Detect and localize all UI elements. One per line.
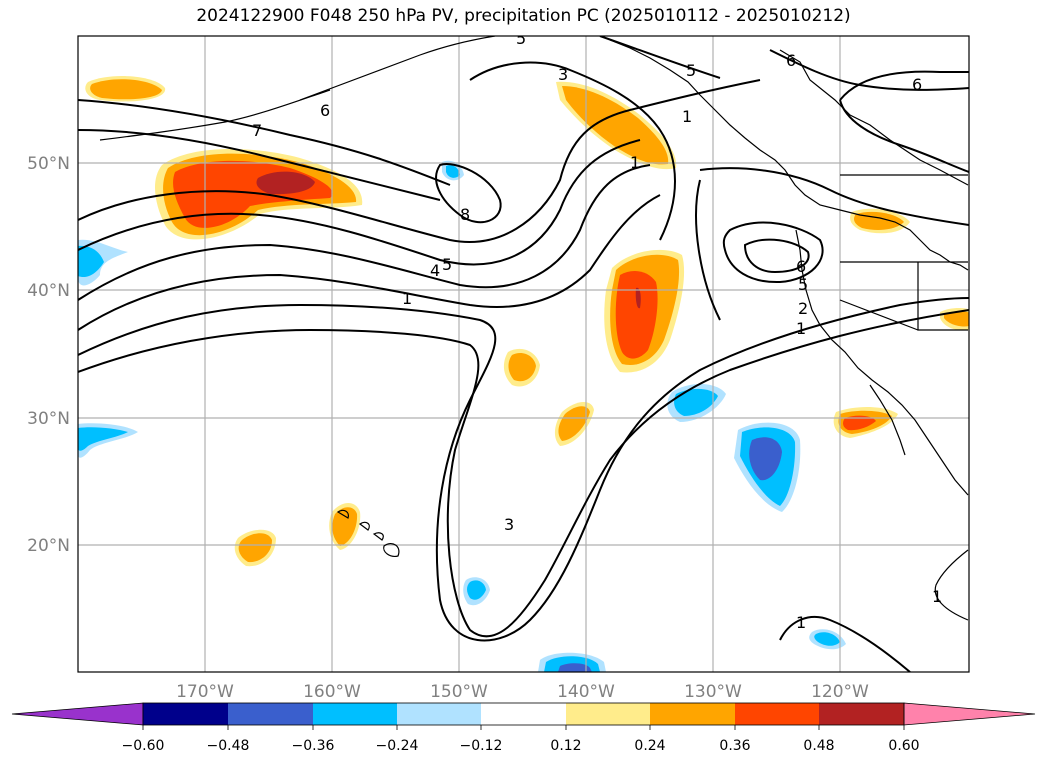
contour-label: 3 xyxy=(504,515,514,534)
lon-label: 170°W xyxy=(176,682,234,702)
contour-label: 6 xyxy=(912,75,922,94)
colorbar-tick-label: 0.24 xyxy=(634,738,665,754)
contour-label: 1 xyxy=(796,319,806,338)
map-title: 2024122900 F048 250 hPa PV, precipitatio… xyxy=(196,6,851,26)
colorbar-segment xyxy=(397,703,481,725)
contour-label: 8 xyxy=(460,205,470,224)
lon-label: 130°W xyxy=(684,682,742,702)
colorbar-tick-label: −0.48 xyxy=(207,738,250,754)
lat-label: 20°N xyxy=(27,536,70,556)
contour-label: 6 xyxy=(796,257,806,276)
contour-label: 5 xyxy=(516,29,526,48)
contour-label: 1 xyxy=(630,153,640,172)
colorbar-segment xyxy=(228,703,313,725)
colorbar-tick-label: 0.60 xyxy=(888,738,919,754)
colorbar-tick-label: −0.60 xyxy=(122,738,165,754)
longitude-labels: 170°W 160°W 150°W 140°W 130°W 120°W xyxy=(176,682,869,702)
colorbar-tick-label: −0.24 xyxy=(376,738,419,754)
lat-label: 30°N xyxy=(27,409,70,429)
coastlines xyxy=(99,36,969,621)
colorbar-segment xyxy=(819,703,904,725)
contour-label: 5 xyxy=(798,275,808,294)
colorbar-tick-label: −0.12 xyxy=(460,738,503,754)
lon-label: 150°W xyxy=(430,682,488,702)
contour-label: 2 xyxy=(798,299,808,318)
colorbar-segment xyxy=(650,703,735,725)
colorbar-extend-min xyxy=(11,702,144,726)
colorbar-segment xyxy=(481,703,566,725)
map-plot-area: 6 7 8 5 4 1 3 1 5 6 6 6 5 2 1 3 1 1 1 5 xyxy=(78,29,969,672)
colorbar-segment xyxy=(566,703,650,725)
map-graticule xyxy=(78,36,969,672)
precip-shading xyxy=(78,76,969,672)
contour-label: 1 xyxy=(796,613,806,632)
colorbar-segment xyxy=(143,703,228,725)
contour-label: 6 xyxy=(320,101,330,120)
contour-label: 5 xyxy=(686,61,696,80)
contour-label: 7 xyxy=(252,121,262,140)
colorbar-tick-label: 0.48 xyxy=(803,738,834,754)
contour-label: 6 xyxy=(786,51,796,70)
contour-labels: 6 7 8 5 4 1 3 1 5 6 6 6 5 2 1 3 1 1 1 5 xyxy=(252,29,942,632)
map-frame xyxy=(77,35,970,673)
colorbar-segment xyxy=(313,703,397,725)
contour-label: 5 xyxy=(442,255,452,274)
contour-label: 1 xyxy=(682,107,692,126)
lon-label: 160°W xyxy=(303,682,361,702)
lat-label: 40°N xyxy=(27,281,70,301)
colorbar-tick-label: −0.36 xyxy=(292,738,335,754)
latitude-labels: 50°N 40°N 30°N 20°N xyxy=(27,154,70,556)
colorbar-tick-label: 0.36 xyxy=(719,738,750,754)
colorbar-segment xyxy=(735,703,819,725)
contour-label: 3 xyxy=(558,65,568,84)
contour-label: 4 xyxy=(430,261,440,280)
lon-label: 140°W xyxy=(557,682,615,702)
contour-label: 1 xyxy=(932,587,942,606)
lon-label: 120°W xyxy=(811,682,869,702)
colorbar: −0.60 −0.48 −0.36 −0.24 −0.12 0.12 0.24 … xyxy=(11,702,1036,754)
lat-label: 50°N xyxy=(27,154,70,174)
contour-label: 1 xyxy=(402,289,412,308)
pv-contours xyxy=(78,36,969,672)
colorbar-extend-max xyxy=(903,702,1036,726)
colorbar-tick-label: 0.12 xyxy=(550,738,581,754)
